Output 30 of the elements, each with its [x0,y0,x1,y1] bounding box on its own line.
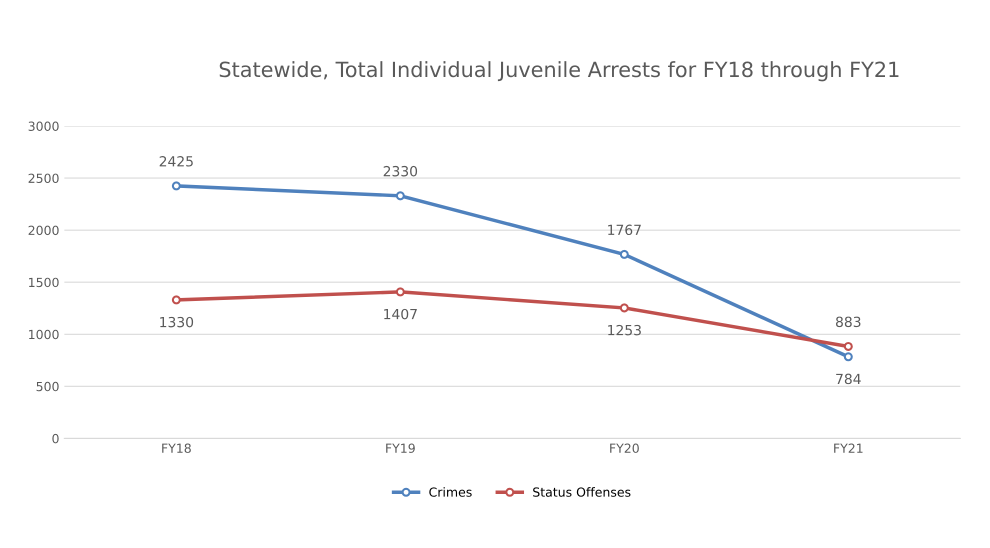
data-label: 1330 [160,316,194,328]
point [620,303,629,312]
y-tick-label: 2500 [28,174,59,184]
data-label: 2425 [160,156,193,167]
point [844,352,853,362]
point [844,342,853,351]
data-label: 1253 [608,324,641,336]
y-tick-label: 3000 [28,122,59,131]
data-label: 2330 [384,166,418,176]
point [620,250,629,259]
y-tick-label: 2000 [28,226,59,236]
point [172,295,181,304]
x-tick-label: FY20 [610,443,639,453]
point [172,181,181,190]
data-label: 1407 [384,308,417,320]
y-tick-label: 1500 [29,278,59,288]
chart-title: Statewide, Total Individual Juvenile Arrests for FY18 through FY21 [220,61,898,82]
y-tick-label: 500 [36,382,59,392]
legend-label: Crimes [429,487,472,497]
data-label: 1767 [608,224,641,236]
data-label: 883 [836,316,860,328]
x-tick-label: FY18 [162,443,191,453]
data-label: 784 [836,374,861,384]
y-tick-label: 0 [52,434,59,444]
y-tick-label: 1000 [29,330,59,340]
x-tick-label: FY21 [834,443,863,453]
x-tick-label: FY19 [386,443,415,453]
point [396,287,405,296]
point [396,191,405,200]
legend-label: Status Offenses [533,487,630,497]
